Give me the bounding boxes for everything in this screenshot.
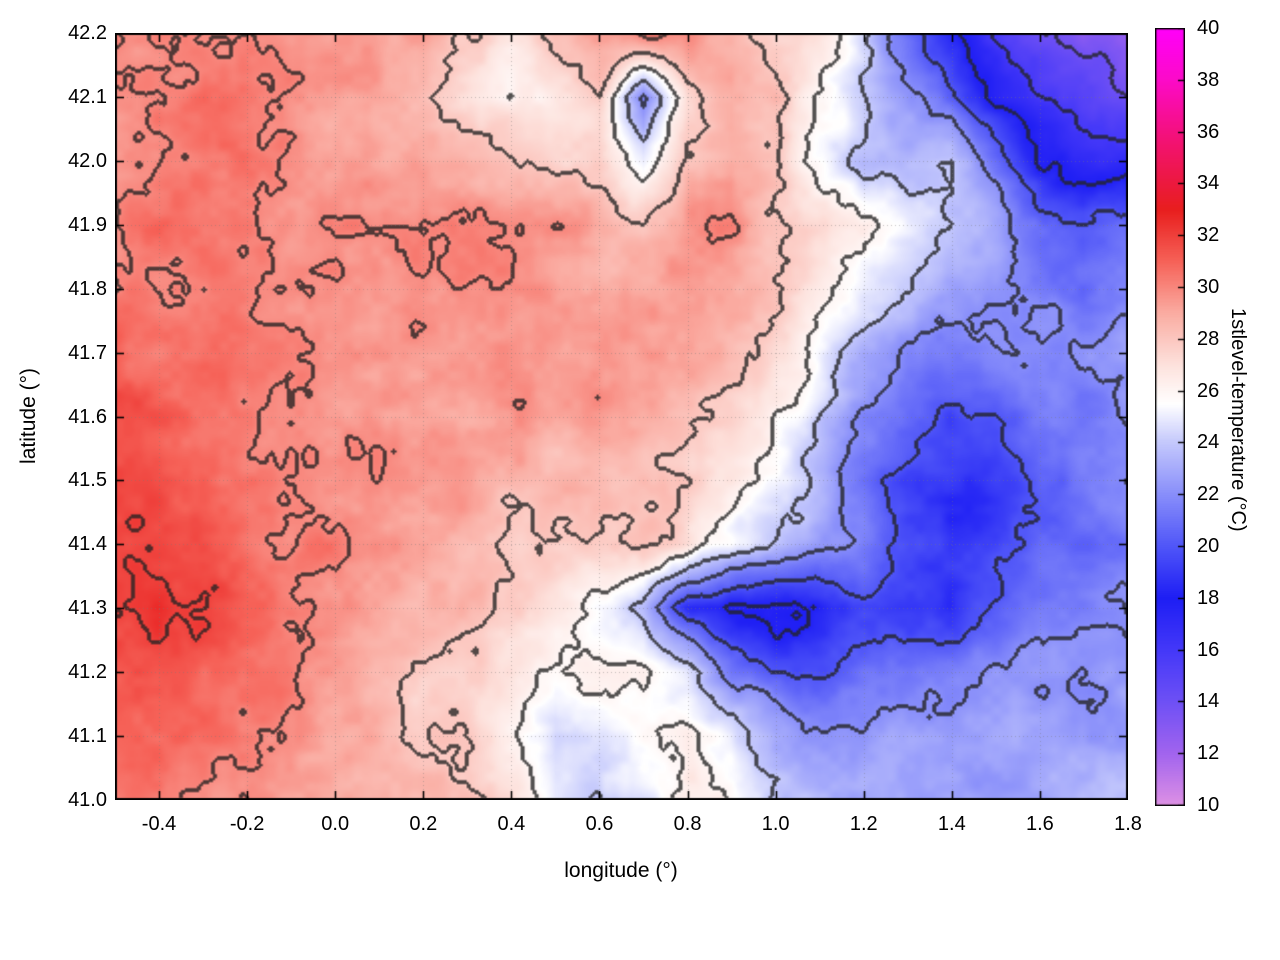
colorbar-tick-label: 16 bbox=[1197, 638, 1220, 661]
x-tick-label: 1.8 bbox=[1114, 813, 1142, 835]
colorbar-tick-label: 38 bbox=[1197, 68, 1220, 91]
y-tick-label: 41.0 bbox=[68, 789, 107, 811]
colorbar-title: 1stlevel-temperature (°C) bbox=[1227, 308, 1249, 532]
colorbar-tick-label: 18 bbox=[1197, 586, 1220, 609]
colorbar-tick-label: 28 bbox=[1197, 327, 1220, 350]
colorbar-tick-label: 12 bbox=[1197, 742, 1220, 765]
x-tick-label: 0.0 bbox=[321, 813, 350, 835]
x-tick-label: -0.2 bbox=[229, 813, 265, 835]
y-tick-label: 41.8 bbox=[68, 277, 107, 300]
colorbar-tick-label: 14 bbox=[1197, 690, 1220, 713]
x-tick-label: 1.6 bbox=[1026, 813, 1054, 835]
x-tick-label: 1.4 bbox=[937, 813, 966, 835]
x-tick-label: 0.8 bbox=[673, 813, 702, 835]
y-tick-label: 42.1 bbox=[68, 85, 107, 108]
y-tick-label: 42.2 bbox=[68, 22, 107, 44]
colorbar-tick-label: 22 bbox=[1197, 483, 1220, 506]
plot-overlay-canvas bbox=[115, 33, 1128, 800]
x-tick-label: 0.2 bbox=[409, 813, 438, 835]
x-tick-label: 0.6 bbox=[585, 813, 614, 835]
colorbar-tick-label: 34 bbox=[1197, 172, 1220, 195]
y-tick-label: 41.4 bbox=[68, 533, 107, 556]
y-tick-label: 41.1 bbox=[68, 725, 107, 748]
y-tick-label: 41.9 bbox=[68, 213, 107, 236]
y-tick-label: 42.0 bbox=[68, 149, 107, 172]
colorbar-tick-label: 40 bbox=[1197, 17, 1220, 39]
x-tick-label: -0.4 bbox=[141, 813, 177, 835]
x-tick-label: 1.0 bbox=[761, 813, 790, 835]
colorbar-tick-label: 10 bbox=[1197, 794, 1220, 816]
x-tick-label: 0.4 bbox=[497, 813, 526, 835]
colorbar-tick-label: 24 bbox=[1197, 431, 1220, 454]
y-tick-label: 41.6 bbox=[68, 405, 107, 428]
colorbar-tick-label: 26 bbox=[1197, 379, 1220, 402]
colorbar-tick-label: 36 bbox=[1197, 120, 1220, 143]
colorbar-tick-label: 30 bbox=[1197, 276, 1220, 298]
y-tick-label: 41.7 bbox=[68, 341, 107, 364]
colorbar-tick-label: 20 bbox=[1197, 535, 1220, 557]
y-tick-label: 41.3 bbox=[68, 597, 107, 620]
x-tick-label: 1.2 bbox=[849, 813, 878, 835]
y-tick-label: 41.2 bbox=[68, 661, 107, 684]
colorbar-canvas bbox=[1155, 28, 1185, 806]
x-axis-title: longitude (°) bbox=[564, 859, 678, 882]
y-tick-label: 41.5 bbox=[68, 469, 107, 492]
colorbar-tick-label: 32 bbox=[1197, 224, 1220, 247]
